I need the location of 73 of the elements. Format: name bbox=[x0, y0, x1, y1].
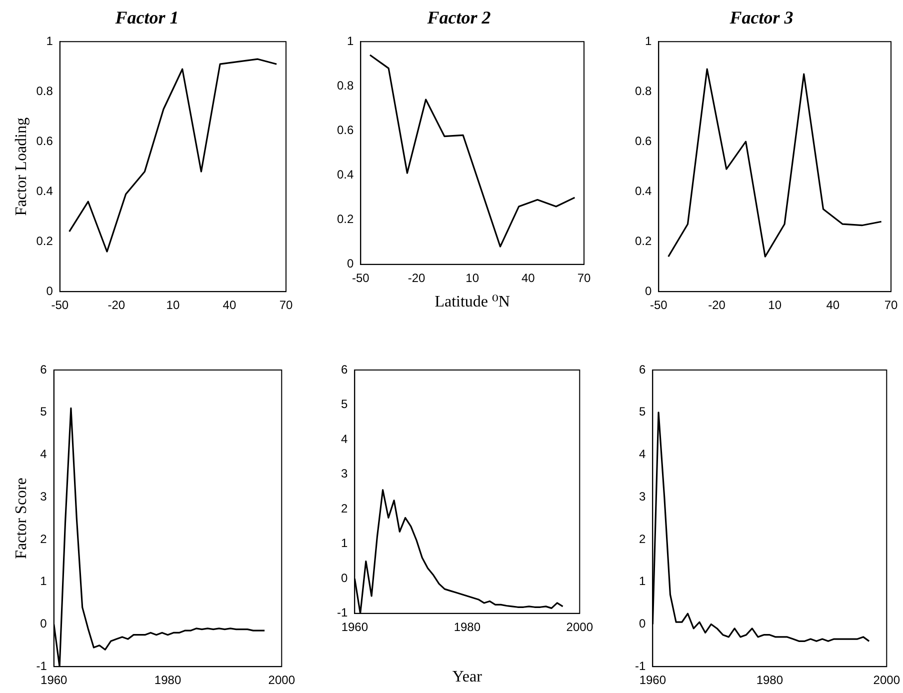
y-tick-label: 1 bbox=[340, 536, 348, 550]
y-tick-label: 2 bbox=[40, 532, 48, 546]
y-tick-label: 0.2 bbox=[336, 212, 354, 226]
y-tick-label: -1 bbox=[337, 606, 348, 620]
x-tick-label: 1980 bbox=[756, 673, 784, 688]
y-tick-label: 0.6 bbox=[634, 134, 652, 148]
x-tick-label: 70 bbox=[279, 298, 293, 312]
y-tick-label: 4 bbox=[340, 432, 348, 446]
y-tick-label: 2 bbox=[340, 501, 348, 516]
y-tick-label: 1 bbox=[644, 34, 652, 48]
x-tick-label: 70 bbox=[577, 270, 591, 285]
x-tick-label: -20 bbox=[108, 298, 126, 312]
x-tick-label: 1980 bbox=[454, 620, 481, 634]
x-tick-label: 10 bbox=[768, 298, 782, 312]
y-tick-label: 0.6 bbox=[36, 134, 54, 148]
y-tick-label: 0.4 bbox=[634, 184, 652, 198]
y-tick-label: 6 bbox=[638, 362, 646, 376]
y-tick-label: 1 bbox=[46, 34, 54, 48]
y-tick-label: 0 bbox=[638, 616, 646, 631]
x-tick-label: -50 bbox=[51, 298, 69, 312]
x-tick-label: 1960 bbox=[639, 673, 666, 688]
x-tick-label: 40 bbox=[222, 298, 236, 312]
x-tick-label: 1960 bbox=[341, 620, 368, 634]
y-tick-label: 6 bbox=[40, 362, 48, 376]
x-tick-label: 40 bbox=[826, 298, 840, 312]
x-axis-title: Latitude ⁰N bbox=[434, 294, 510, 311]
y-tick-label: 0 bbox=[40, 616, 48, 631]
y-tick-label: 3 bbox=[40, 489, 48, 504]
y-tick-label: 0 bbox=[46, 284, 54, 298]
x-tick-label: 1980 bbox=[154, 673, 182, 688]
y-tick-label: -1 bbox=[36, 658, 48, 673]
x-axis-title: Year bbox=[452, 668, 483, 686]
chart-title: Factor 1 bbox=[114, 7, 179, 28]
y-tick-label: 0 bbox=[346, 256, 354, 271]
x-tick-label: 2000 bbox=[873, 673, 900, 688]
y-tick-label: 1 bbox=[40, 574, 48, 588]
y-tick-label: 0.6 bbox=[336, 123, 354, 138]
y-tick-label: 0.2 bbox=[36, 234, 54, 248]
x-tick-label: -20 bbox=[708, 298, 726, 312]
x-tick-label: 2000 bbox=[268, 673, 296, 688]
y-tick-label: 5 bbox=[638, 404, 646, 419]
y-tick-label: 0 bbox=[340, 570, 348, 585]
y-tick-label: 1 bbox=[346, 34, 354, 48]
x-tick-label: -50 bbox=[650, 298, 668, 312]
y-tick-label: 0.4 bbox=[36, 184, 54, 198]
y-tick-label: 2 bbox=[638, 532, 646, 546]
y-tick-label: 4 bbox=[638, 447, 646, 462]
y-tick-label: 0.2 bbox=[634, 234, 652, 248]
x-tick-label: 10 bbox=[166, 298, 180, 312]
y-tick-label: 0 bbox=[644, 284, 652, 298]
y-tick-label: 3 bbox=[340, 466, 348, 481]
x-tick-label: 40 bbox=[521, 270, 536, 285]
y-tick-label: 5 bbox=[40, 404, 48, 419]
y-axis-title: Factor Loading bbox=[12, 118, 30, 216]
y-tick-label: -1 bbox=[635, 658, 646, 673]
x-tick-label: 10 bbox=[466, 270, 480, 285]
x-tick-label: -50 bbox=[352, 270, 370, 285]
chart-title: Factor 2 bbox=[426, 7, 491, 28]
x-tick-label: 70 bbox=[884, 298, 898, 312]
y-tick-label: 0.8 bbox=[336, 78, 354, 92]
x-tick-label: -20 bbox=[408, 270, 426, 285]
chart-title: Factor 3 bbox=[728, 7, 794, 28]
y-tick-label: 0.8 bbox=[36, 84, 54, 98]
y-tick-label: 3 bbox=[638, 489, 646, 504]
y-tick-label: 4 bbox=[40, 447, 48, 462]
y-tick-label: 1 bbox=[638, 574, 646, 588]
y-tick-label: 0.8 bbox=[634, 84, 652, 98]
y-axis-title: Factor Score bbox=[12, 478, 30, 559]
x-tick-label: 1960 bbox=[40, 673, 68, 688]
y-tick-label: 0.4 bbox=[336, 168, 354, 182]
y-tick-label: 6 bbox=[340, 362, 348, 376]
y-tick-label: 5 bbox=[340, 397, 348, 412]
x-tick-label: 2000 bbox=[566, 620, 594, 634]
